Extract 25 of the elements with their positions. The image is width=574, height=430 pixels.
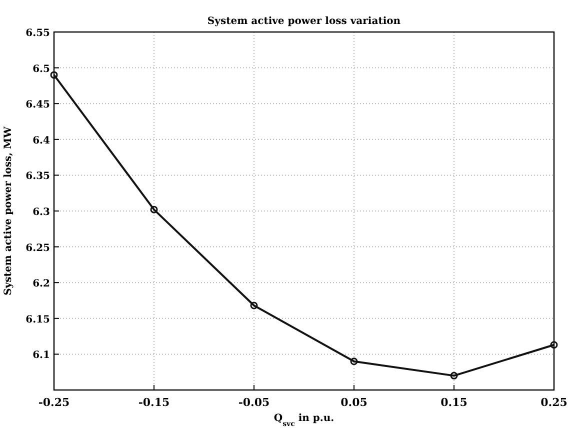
x-tick-label: 0.25 bbox=[540, 396, 568, 409]
chart-title: System active power loss variation bbox=[207, 16, 402, 27]
y-tick-label: 6.1 bbox=[32, 350, 50, 362]
x-tick-label: -0.15 bbox=[138, 396, 170, 409]
x-tick-label: -0.05 bbox=[238, 396, 270, 409]
x-tick-label: -0.25 bbox=[38, 396, 70, 409]
y-tick-label: 6.15 bbox=[26, 314, 50, 326]
point bbox=[150, 206, 158, 214]
y-tick-label: 6.35 bbox=[26, 171, 50, 182]
point bbox=[350, 358, 358, 366]
point bbox=[250, 302, 258, 310]
y-tick-label: 6.4 bbox=[32, 135, 50, 146]
x-axis-title: Q$_{svc}$ in p.u. bbox=[274, 413, 334, 428]
y-tick-label: 6.55 bbox=[26, 28, 50, 39]
point bbox=[450, 372, 458, 380]
y-tick-label: 6.5 bbox=[32, 64, 50, 75]
point bbox=[550, 341, 558, 349]
y-tick-label: 6.2 bbox=[32, 278, 50, 290]
y-tick-label: 6.25 bbox=[26, 242, 50, 254]
y-tick-label: 6.3 bbox=[32, 207, 50, 218]
x-tick-label: 0.05 bbox=[340, 396, 368, 409]
y-tick-label: 6.45 bbox=[26, 100, 50, 111]
y-axis-title: System active power loss, MW bbox=[3, 126, 14, 296]
point bbox=[50, 71, 58, 79]
x-tick-label: 0.15 bbox=[440, 396, 468, 409]
